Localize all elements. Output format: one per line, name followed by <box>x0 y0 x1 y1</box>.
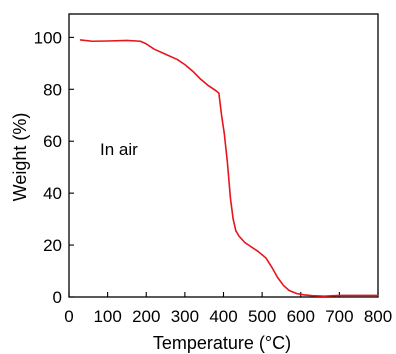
x-tick-label: 800 <box>364 307 392 326</box>
y-tick-label: 60 <box>43 132 62 151</box>
x-tick-label: 0 <box>64 307 73 326</box>
x-axis-ticks: 0 100 200 300 400 500 600 700 800 <box>64 292 392 326</box>
y-tick-label: 0 <box>53 288 62 307</box>
chart-annotation: In air <box>100 140 138 159</box>
x-tick-label: 200 <box>132 307 160 326</box>
x-tick-label: 500 <box>248 307 276 326</box>
y-tick-label: 100 <box>34 28 62 47</box>
y-tick-label: 40 <box>43 184 62 203</box>
x-tick-label: 400 <box>209 307 237 326</box>
x-axis-label: Temperature (°C) <box>153 333 291 353</box>
y-tick-label: 80 <box>43 80 62 99</box>
x-tick-label: 700 <box>325 307 353 326</box>
y-axis-label: Weight (%) <box>10 113 30 202</box>
series-layer <box>79 39 379 298</box>
x-tick-label: 100 <box>93 307 121 326</box>
x-tick-label: 300 <box>171 307 199 326</box>
x-tick-label: 600 <box>287 307 315 326</box>
weight-loss-curve <box>79 39 379 298</box>
y-tick-label: 20 <box>43 236 62 255</box>
y-axis-ticks: 0 20 40 60 80 100 <box>34 28 74 307</box>
